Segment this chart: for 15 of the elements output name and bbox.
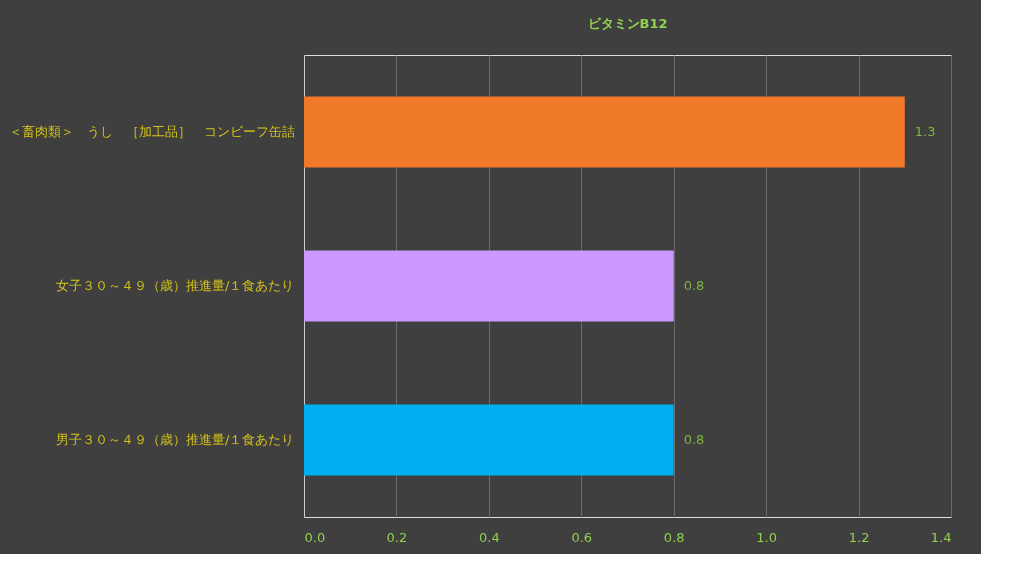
x-tick-label: 0.0 — [304, 529, 326, 545]
x-tick-label: 1.2 — [848, 529, 870, 545]
y-tick-label: ＜畜肉類＞ うし ［加工品］ コンビーフ缶詰 — [8, 124, 295, 139]
x-tick-label: 1.0 — [756, 529, 777, 545]
y-tick-label: 男子３０～４９（歳）推進量/１食あたり — [56, 432, 295, 447]
x-tick-label: 0.4 — [479, 529, 500, 545]
data-label: 1.3 — [914, 124, 936, 139]
x-tick-label: 0.6 — [571, 529, 593, 545]
chart-title: ビタミンB12 — [587, 16, 668, 31]
data-label: 0.8 — [683, 432, 705, 447]
x-tick-label: 1.4 — [930, 529, 952, 545]
data-label: 0.8 — [683, 278, 705, 293]
x-tick-label: 0.2 — [386, 529, 408, 545]
x-tick-label: 0.8 — [663, 529, 685, 545]
y-tick-label: 女子３０～４９（歳）推進量/１食あたり — [56, 278, 295, 293]
